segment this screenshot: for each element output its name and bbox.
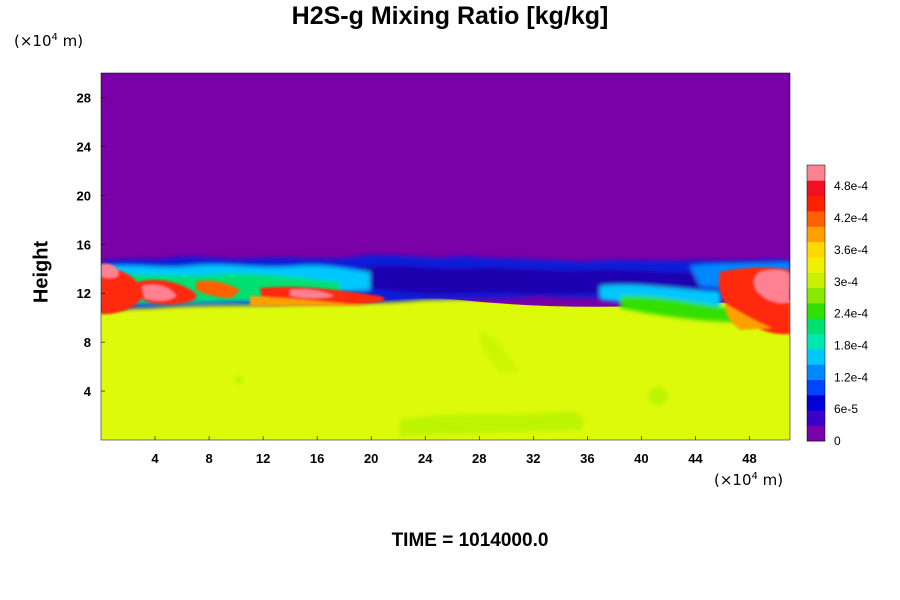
plot-area [101,73,790,440]
high-concentration-pockets [101,263,790,335]
colorbar-swatch [807,333,825,350]
x-tick-label: 36 [580,451,594,466]
field-lower-layer [101,298,790,440]
x-axis: 4 8 12 16 20 24 28 32 36 40 44 48 [151,436,757,466]
colorbar-swatch [807,364,825,381]
colorbar-swatch [807,257,825,273]
colorbar-swatch [807,211,825,227]
colorbar-swatch [807,180,825,197]
colorbar-tick-label: 4.2e-4 [834,211,868,225]
colorbar-swatch [807,272,825,289]
x-tick-label: 8 [205,451,212,466]
x-tick-label: 32 [526,451,540,466]
y-tick-label: 28 [77,90,91,105]
x-tick-label: 4 [151,451,159,466]
colorbar-swatch [807,226,825,243]
colorbar-swatch [807,287,825,304]
x-tick-label: 48 [742,451,756,466]
colorbar-tick-label: 0 [834,434,841,448]
y-tick-label: 4 [84,384,92,399]
colorbar-swatch [807,165,825,181]
colorbar-swatch [807,379,825,396]
colorbar-tick-label: 3e-4 [834,275,858,289]
colorbar-frame [806,164,826,442]
x-tick-label: 12 [256,451,270,466]
y-tick-label: 20 [77,188,91,203]
colorbar-swatch [807,195,825,212]
colorbar-swatch [807,303,825,319]
y-axis-unit: (×104 m) [14,32,84,50]
y-tick-label: 24 [77,139,92,154]
colorbar-tick-label: 4.8e-4 [834,179,868,193]
x-tick-label: 28 [472,451,486,466]
colorbar-tick-label: 1.8e-4 [834,338,868,352]
y-axis: 4 8 12 16 20 24 28 [77,90,105,399]
colorbar-tick-label: 3.6e-4 [834,243,868,257]
y-tick-label: 16 [77,237,91,252]
colorbar-tick-label: 1.2e-4 [834,370,868,384]
y-tick-label: 8 [84,335,91,350]
x-axis-unit: (×104 m) [714,471,784,489]
colorbar-swatch [807,318,825,335]
x-tick-label: 40 [634,451,648,466]
colorbar-swatch [807,241,825,258]
x-tick-label: 16 [310,451,324,466]
colorbar-tick-label: 2.4e-4 [834,307,868,321]
lower-field-patches [235,330,668,436]
colorbar-swatch [807,425,825,442]
colorbar-swatch [807,410,825,427]
y-tick-label: 12 [77,286,91,301]
x-tick-label: 24 [418,451,433,466]
time-footer: TIME = 1014000.0 [391,530,549,551]
plot-frame [100,72,791,441]
chart-title: H2S-g Mixing Ratio [kg/kg] [291,2,609,30]
x-tick-label: 20 [364,451,378,466]
colorbar-swatch [807,395,825,411]
colorbar-swatch [807,349,825,365]
x-tick-label: 44 [688,451,703,466]
colorbar-tick-label: 6e-5 [834,402,858,416]
colorbar: 0 6e-5 1.2e-4 1.8e-4 2.4e-4 3e-4 3.6e-4 4.2e-4 4… [806,164,868,448]
